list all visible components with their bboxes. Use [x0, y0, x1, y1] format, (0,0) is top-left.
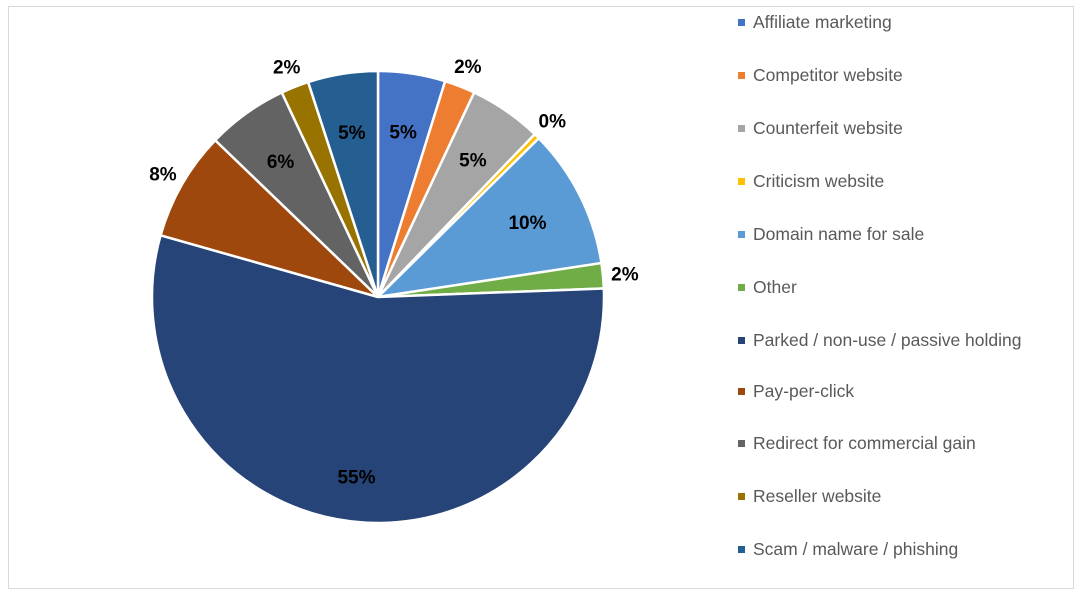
legend-swatch	[738, 125, 745, 132]
legend-label: Domain name for sale	[753, 224, 925, 244]
legend-item: Other	[738, 275, 797, 299]
data-label-10: 2%	[273, 57, 301, 78]
legend-label: Redirect for commercial gain	[753, 433, 976, 453]
legend-label: Reseller website	[753, 486, 882, 506]
pie-slice-11	[306, 69, 380, 298]
legend-label: Criticism website	[753, 171, 885, 191]
legend-label: Competitor website	[753, 65, 903, 85]
data-label-11: 5%	[338, 123, 366, 144]
legend-swatch	[738, 284, 745, 291]
pie-slice-8	[159, 138, 379, 299]
legend-item: Redirect for commercial gain	[738, 431, 976, 455]
legend-item: Counterfeit website	[738, 116, 903, 140]
legend-item: Reseller website	[738, 484, 881, 508]
legend-item: Pay-per-click	[738, 379, 854, 403]
legend-label: Pay-per-click	[753, 381, 855, 401]
legend-swatch	[738, 337, 745, 344]
data-label-8: 8%	[149, 164, 177, 185]
legend-item: Parked / non-use / passive holding	[738, 328, 1028, 352]
legend-label: Parked / non-use / passive holding	[753, 330, 1022, 350]
data-label-2: 2%	[454, 57, 482, 78]
data-label-3: 5%	[459, 150, 487, 171]
legend-item: Scam / malware / phishing	[738, 537, 958, 561]
legend-swatch	[738, 388, 745, 395]
legend-item: Domain name for sale	[738, 222, 924, 246]
legend-swatch	[738, 72, 745, 79]
legend-swatch	[738, 440, 745, 447]
legend-label: Scam / malware / phishing	[753, 539, 959, 559]
legend-swatch	[738, 493, 745, 500]
pie-slice-5	[374, 136, 603, 299]
data-label-1: 5%	[389, 123, 417, 144]
legend-swatch	[738, 178, 745, 185]
legend-swatch	[738, 546, 745, 553]
legend-item: Criticism website	[738, 169, 884, 193]
legend-label: Counterfeit website	[753, 118, 903, 138]
legend-label: Affiliate marketing	[753, 12, 892, 32]
legend-item: Affiliate marketing	[738, 10, 892, 34]
legend-swatch	[738, 19, 745, 26]
data-label-7: 55%	[337, 468, 375, 489]
data-label-9: 6%	[267, 152, 295, 173]
legend-item: Competitor website	[738, 63, 903, 87]
legend-label: Other	[753, 277, 797, 297]
pie-slice-7	[150, 233, 606, 525]
data-label-6: 2%	[611, 265, 639, 286]
data-label-5: 10%	[508, 213, 546, 234]
data-label-4: 0%	[539, 112, 567, 133]
legend-swatch	[738, 231, 745, 238]
chart-frame	[8, 6, 1074, 589]
